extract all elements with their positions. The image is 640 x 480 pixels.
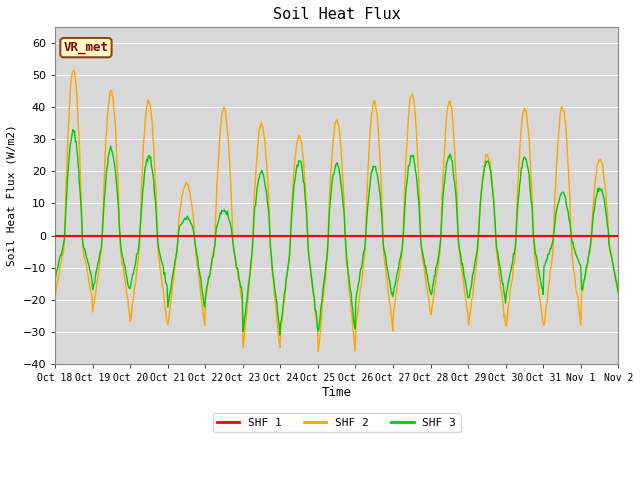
Legend: SHF 1, SHF 2, SHF 3: SHF 1, SHF 2, SHF 3 [212,413,461,432]
Title: Soil Heat Flux: Soil Heat Flux [273,7,401,22]
Text: VR_met: VR_met [63,41,108,54]
Y-axis label: Soil Heat Flux (W/m2): Soil Heat Flux (W/m2) [7,125,17,266]
X-axis label: Time: Time [322,385,352,398]
